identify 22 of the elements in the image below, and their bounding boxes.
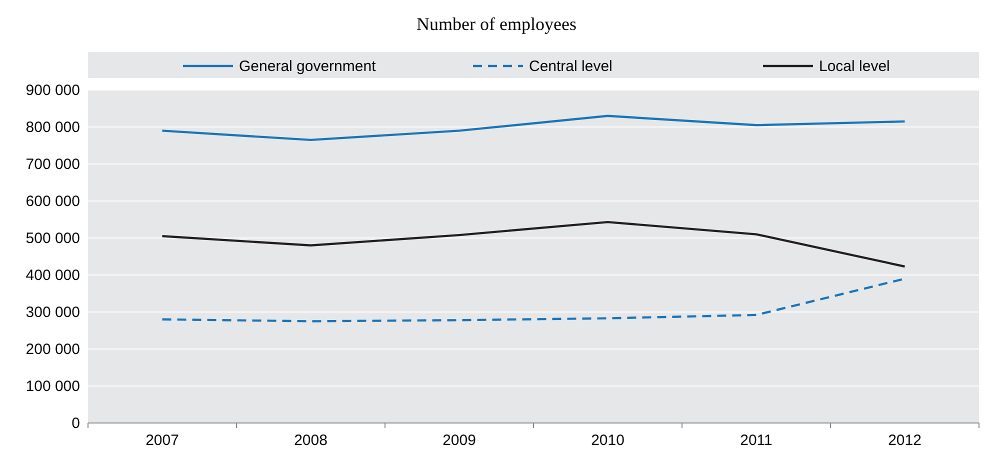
x-tick-label: 2010	[591, 432, 624, 449]
y-tick-label: 300 000	[26, 304, 80, 321]
line-series	[161, 220, 906, 268]
y-tick-label: 900 000	[26, 82, 80, 99]
line-series	[161, 114, 906, 142]
y-tick-label: 600 000	[26, 193, 80, 210]
y-tick-label: 100 000	[26, 378, 80, 395]
legend-label: Local level	[819, 58, 890, 75]
y-tick-label: 800 000	[26, 119, 80, 136]
y-tick-label: 200 000	[26, 341, 80, 358]
x-tick-label: 2011	[740, 432, 772, 449]
legend-label: General government	[239, 58, 377, 75]
y-tick-label: 700 000	[26, 156, 80, 173]
x-tick-label: 2007	[146, 432, 179, 449]
x-tick-label: 2009	[442, 432, 476, 449]
x-tick-label: 2012	[888, 432, 922, 449]
x-tick-label: 2008	[294, 432, 328, 449]
y-tick-label: 500 000	[26, 230, 80, 247]
chart-title: Number of employees	[416, 14, 576, 34]
y-tick-label: 0	[72, 415, 80, 432]
legend-label: Central level	[529, 58, 612, 75]
y-tick-label: 400 000	[26, 267, 80, 284]
